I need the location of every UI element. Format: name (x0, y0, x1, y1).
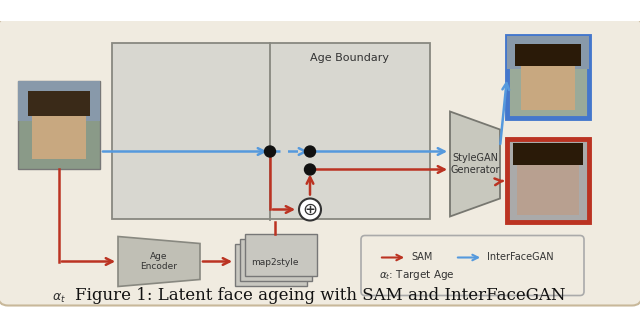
Bar (18, 81, 100, 121)
Bar (507, 36, 589, 69)
Polygon shape (118, 236, 200, 286)
Text: Age
Encoder: Age Encoder (141, 252, 177, 271)
Bar (18, 81, 100, 170)
Bar (28, 92, 90, 116)
Bar (507, 36, 589, 118)
Bar (513, 143, 583, 166)
FancyBboxPatch shape (361, 236, 584, 296)
FancyBboxPatch shape (0, 17, 640, 305)
Text: $\oplus$: $\oplus$ (302, 200, 317, 218)
Text: map2style: map2style (252, 258, 299, 267)
Text: Age Boundary: Age Boundary (310, 53, 390, 64)
Circle shape (264, 146, 275, 157)
Circle shape (305, 146, 316, 157)
Bar (112, 44, 430, 219)
Circle shape (305, 164, 316, 175)
Text: SAM: SAM (411, 253, 433, 262)
Text: $\alpha_t$: $\alpha_t$ (52, 292, 66, 305)
Bar (245, 234, 317, 276)
Bar (515, 45, 581, 67)
Bar (521, 58, 575, 111)
Text: StyleGAN
Generator: StyleGAN Generator (451, 153, 500, 175)
Bar (240, 238, 312, 280)
Text: Figure 1: Latent face ageing with SAM and InterFaceGAN: Figure 1: Latent face ageing with SAM an… (75, 286, 565, 303)
Bar (32, 106, 86, 159)
Circle shape (299, 198, 321, 220)
Bar (507, 139, 589, 221)
Polygon shape (450, 112, 500, 216)
Bar (517, 154, 579, 215)
Text: InterFaceGAN: InterFaceGAN (487, 253, 554, 262)
Text: $\alpha_t$: Target Age: $\alpha_t$: Target Age (379, 269, 454, 282)
Bar (235, 243, 307, 285)
